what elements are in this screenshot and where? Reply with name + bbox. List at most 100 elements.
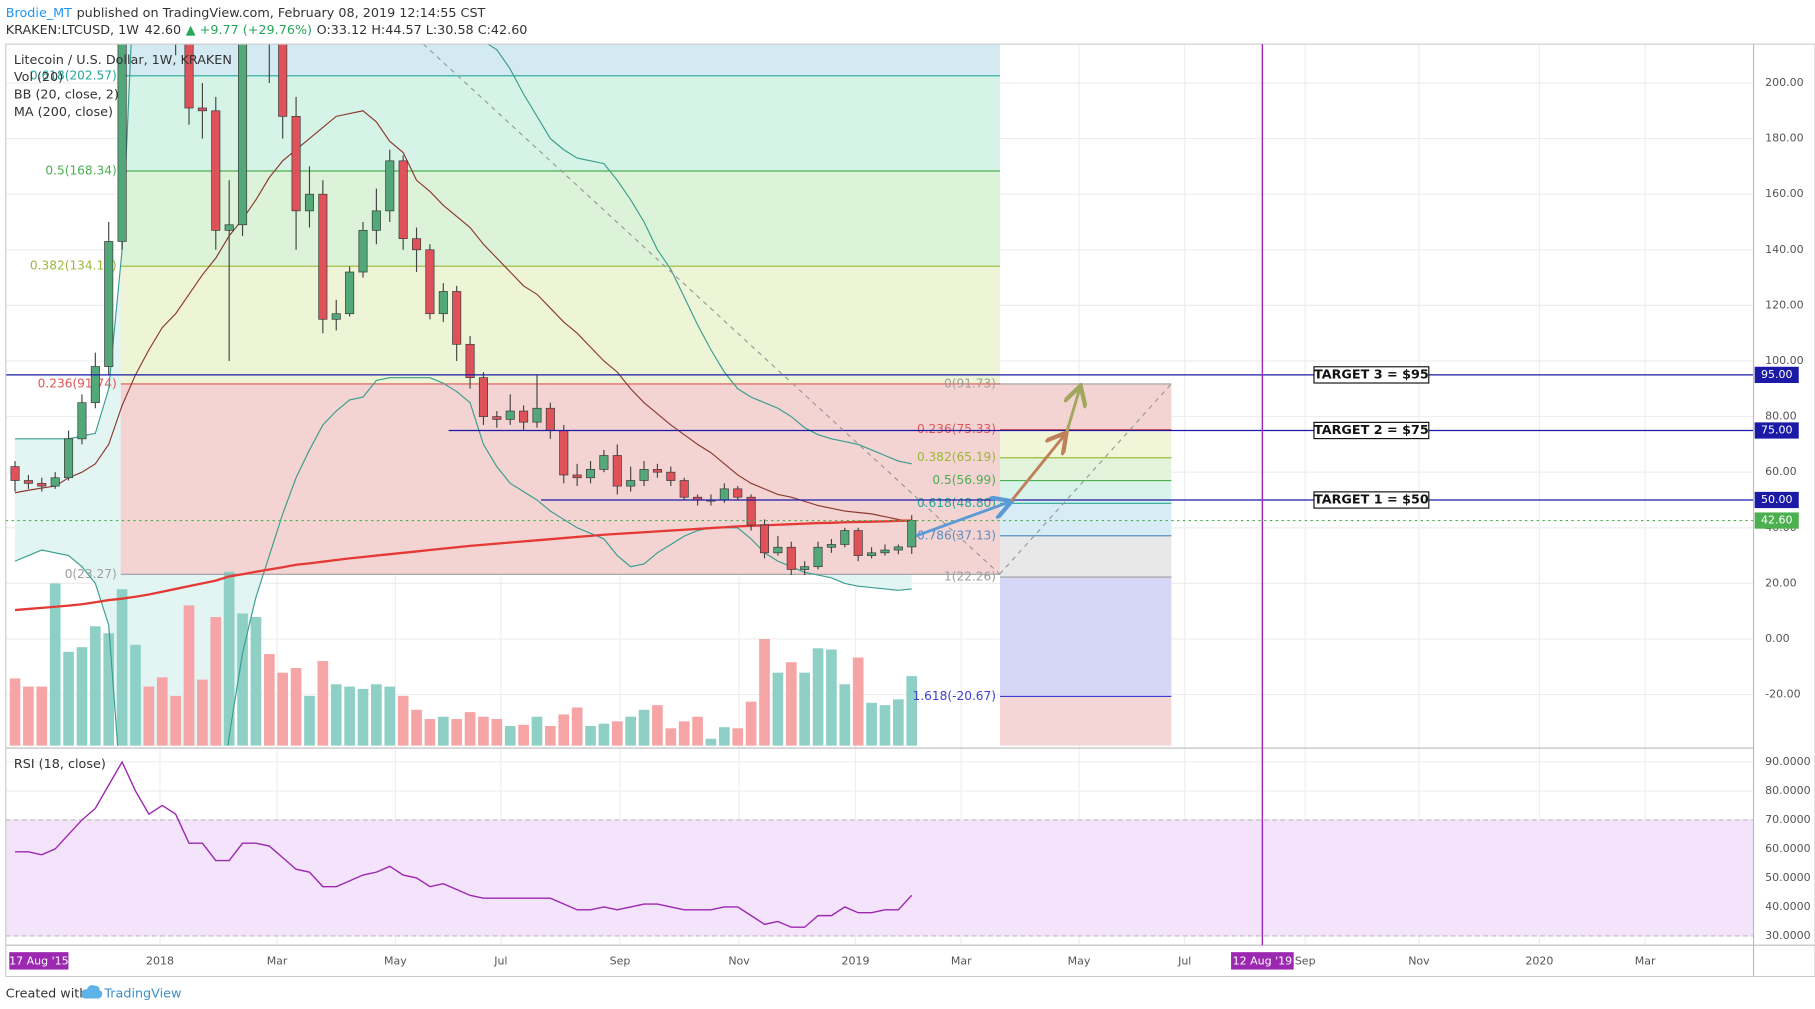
volume-bar <box>36 686 48 746</box>
fib-label: 0.236(75.33) <box>917 422 996 436</box>
volume-bar <box>424 719 436 746</box>
candle-body <box>238 44 248 226</box>
volume-bar <box>397 695 409 746</box>
candle-body <box>104 241 114 367</box>
volume-bar <box>116 589 128 746</box>
volume-bar <box>692 716 703 746</box>
footer-created: Created with <box>6 986 88 1001</box>
x-tick-label: May <box>384 954 407 967</box>
candle-body <box>90 366 100 404</box>
x-tick-label: 2019 <box>842 954 870 967</box>
volume-bar <box>839 684 851 746</box>
candle-body <box>331 313 341 320</box>
x-tick-label: May <box>1068 954 1091 967</box>
volume-bar <box>344 686 355 746</box>
volume-bar <box>598 723 610 746</box>
y-tick-label: 120.00 <box>1765 298 1804 311</box>
fib-zone <box>1000 577 1172 697</box>
volume-bar <box>170 695 181 746</box>
y-tick-label: 80.00 <box>1765 410 1797 423</box>
volume-bar <box>250 616 262 746</box>
legend-entry: BB (20, close, 2) <box>14 88 119 103</box>
volume-bar <box>304 695 315 746</box>
footer-brand[interactable]: TradingView <box>103 986 181 1001</box>
logo[interactable] <box>81 985 103 999</box>
date-marker-box <box>1231 952 1294 970</box>
price-tag-label: 95.00 <box>1761 368 1793 381</box>
candle-body <box>465 343 475 379</box>
fib-zone <box>1000 503 1172 536</box>
fib-zone <box>120 75 1001 172</box>
candle-body <box>545 407 555 431</box>
rsi-line <box>15 760 913 928</box>
trend-line <box>422 44 1001 575</box>
volume-bar <box>63 651 74 746</box>
candle-body <box>385 160 395 212</box>
candle-body <box>585 469 596 479</box>
fib-label: 0.382(65.19) <box>917 450 996 464</box>
volume-bar <box>772 672 784 746</box>
volume-bar <box>197 679 208 746</box>
volume-bar <box>879 705 891 746</box>
price-tag-label: 42.60 <box>1761 514 1793 527</box>
arrow <box>1067 389 1080 432</box>
frame <box>5 43 1815 978</box>
candle-body <box>452 291 462 345</box>
target-box <box>1313 366 1430 384</box>
candle-body <box>345 271 355 315</box>
candle-body <box>184 44 194 109</box>
candle-body <box>358 229 368 273</box>
candle-body <box>412 238 422 251</box>
candle-body <box>733 488 743 498</box>
volume-bar <box>785 662 797 746</box>
volume-bar <box>545 726 556 746</box>
ohlc: O:33.12 H:44.57 L:30.58 C:42.60 <box>317 23 528 38</box>
candle-body <box>719 488 729 501</box>
volume-bar <box>625 716 637 746</box>
arrow <box>915 502 1009 538</box>
volume-bar <box>330 684 342 746</box>
price-tag <box>1754 422 1799 439</box>
fib-zone <box>1000 696 1172 746</box>
rsi-band <box>5 819 1754 936</box>
volume-bar <box>237 613 248 746</box>
volume-bar <box>745 701 757 746</box>
fib-label: 0.236(91.74) <box>38 376 117 390</box>
author[interactable]: Brodie_MT <box>6 5 72 20</box>
candle-body <box>318 193 328 320</box>
candle-body <box>559 430 569 476</box>
fib-label: 0(91.73) <box>944 376 996 390</box>
volume-bar <box>812 648 824 746</box>
candle-body <box>304 193 314 212</box>
candle-body <box>599 455 609 470</box>
volume-bar <box>411 709 422 746</box>
fib-label: 0.618(48.80) <box>917 496 996 510</box>
symbol: KRAKEN:LTCUSD, 1W <box>6 23 139 38</box>
candle-body <box>746 496 756 526</box>
volume-bar <box>799 672 810 746</box>
price-tag <box>1754 512 1799 529</box>
candle-body <box>64 438 74 479</box>
candle-body <box>23 480 33 484</box>
date-marker-label: 12 Aug '19 <box>1233 954 1293 967</box>
last: 42.60 <box>145 23 182 38</box>
volume-bar <box>558 714 570 746</box>
candle-body <box>371 210 381 231</box>
x-tick-label: Nov <box>1408 954 1430 967</box>
volume-bar <box>371 684 382 746</box>
candle-body <box>492 416 502 420</box>
candle-body <box>679 480 689 498</box>
rsi-tick-label: 90.0000 <box>1765 755 1811 768</box>
fib-zone <box>1000 383 1172 430</box>
price-tag <box>1754 366 1799 384</box>
legend-entry: RSI (18, close) <box>14 757 106 772</box>
candle-body <box>224 224 234 231</box>
target-box <box>1313 491 1430 509</box>
fib-zone <box>1000 429 1172 458</box>
x-tick-label: Nov <box>728 954 750 967</box>
candle-body <box>853 530 863 556</box>
volume-bar <box>518 724 529 746</box>
rsi-tick-label: 80.0000 <box>1765 784 1811 797</box>
fib-label: 0.5(168.34) <box>45 164 116 178</box>
